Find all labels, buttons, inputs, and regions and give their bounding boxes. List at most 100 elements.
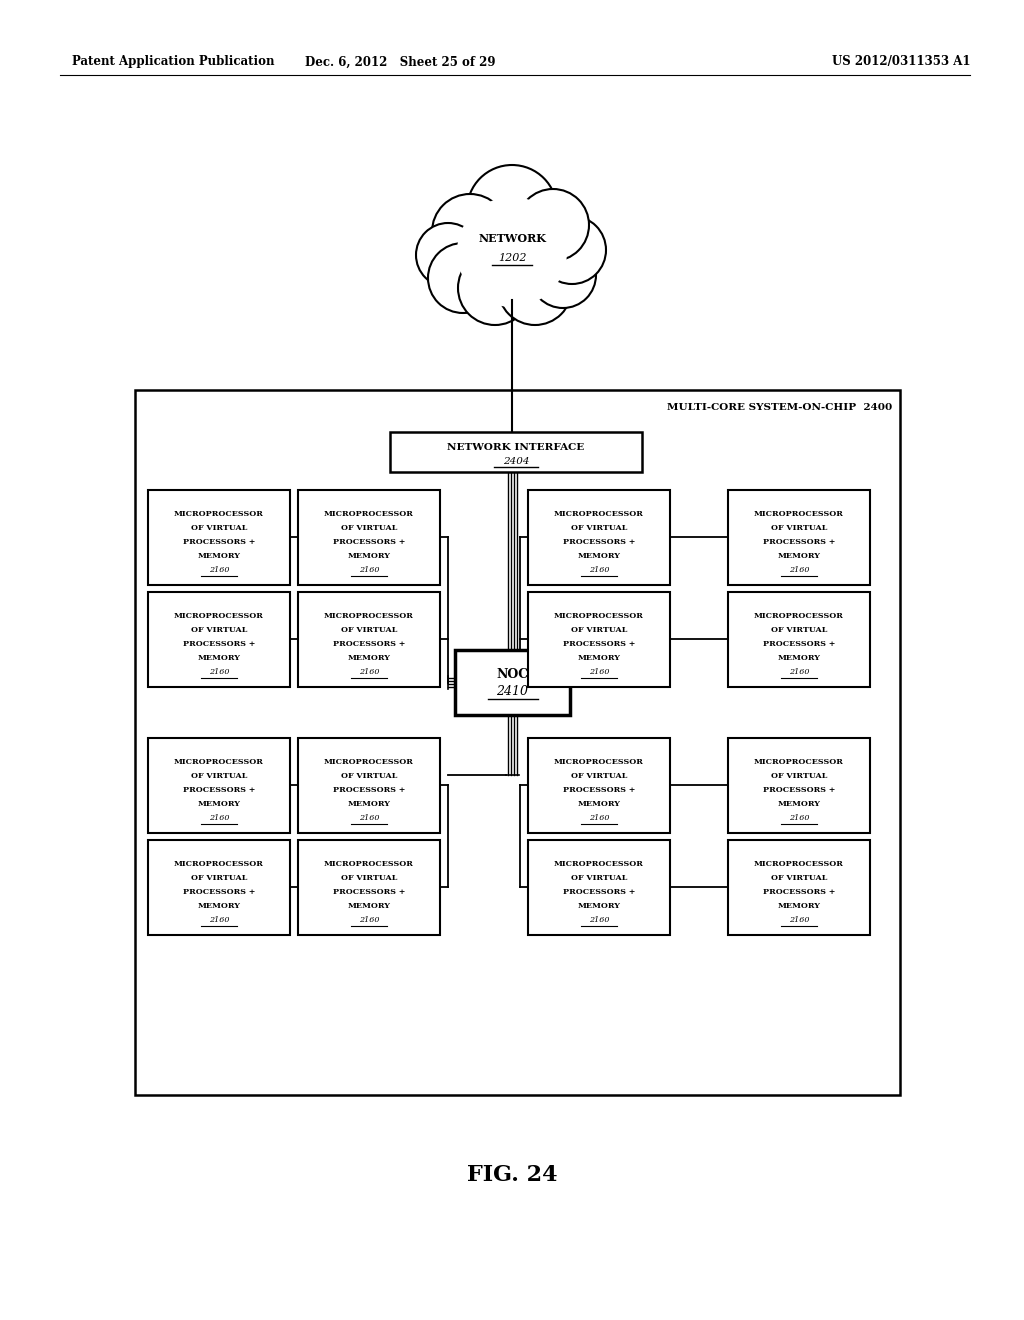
- Bar: [135, 389, 900, 1096]
- Circle shape: [530, 242, 596, 308]
- Text: MICROPROCESSOR: MICROPROCESSOR: [324, 511, 414, 519]
- Circle shape: [458, 251, 532, 325]
- Text: OF VIRTUAL: OF VIRTUAL: [341, 627, 397, 635]
- Bar: [148, 591, 290, 686]
- Text: PROCESSORS +: PROCESSORS +: [563, 539, 635, 546]
- Text: OF VIRTUAL: OF VIRTUAL: [190, 627, 247, 635]
- Text: MICROPROCESSOR: MICROPROCESSOR: [754, 759, 844, 767]
- Text: MEMORY: MEMORY: [777, 903, 820, 911]
- Bar: [298, 591, 440, 686]
- Bar: [528, 490, 670, 585]
- Bar: [528, 738, 670, 833]
- Text: MICROPROCESSOR: MICROPROCESSOR: [324, 759, 414, 767]
- Text: MEMORY: MEMORY: [777, 655, 820, 663]
- Text: OF VIRTUAL: OF VIRTUAL: [190, 524, 247, 532]
- Text: PROCESSORS +: PROCESSORS +: [763, 640, 836, 648]
- Text: MICROPROCESSOR: MICROPROCESSOR: [174, 612, 264, 620]
- Text: MICROPROCESSOR: MICROPROCESSOR: [554, 511, 644, 519]
- Bar: [728, 840, 870, 935]
- Bar: [455, 649, 570, 715]
- Text: MEMORY: MEMORY: [198, 655, 241, 663]
- Text: MEMORY: MEMORY: [578, 800, 621, 808]
- Text: PROCESSORS +: PROCESSORS +: [763, 539, 836, 546]
- Text: MICROPROCESSOR: MICROPROCESSOR: [754, 612, 844, 620]
- Text: MEMORY: MEMORY: [347, 800, 390, 808]
- Text: MICROPROCESSOR: MICROPROCESSOR: [174, 759, 264, 767]
- Bar: [528, 840, 670, 935]
- Bar: [390, 432, 642, 473]
- Text: 1202: 1202: [498, 253, 526, 263]
- Text: PROCESSORS +: PROCESSORS +: [763, 888, 836, 896]
- Text: OF VIRTUAL: OF VIRTUAL: [570, 524, 627, 532]
- Text: 2160: 2160: [788, 916, 809, 924]
- Bar: [298, 840, 440, 935]
- Text: PROCESSORS +: PROCESSORS +: [563, 888, 635, 896]
- Bar: [148, 840, 290, 935]
- Text: OF VIRTUAL: OF VIRTUAL: [341, 874, 397, 883]
- Text: MEMORY: MEMORY: [578, 553, 621, 561]
- Circle shape: [457, 197, 567, 308]
- Text: 2160: 2160: [358, 668, 379, 676]
- Circle shape: [432, 194, 508, 271]
- Text: 2160: 2160: [589, 565, 609, 573]
- Text: OF VIRTUAL: OF VIRTUAL: [771, 874, 827, 883]
- Text: Patent Application Publication: Patent Application Publication: [72, 55, 274, 69]
- Text: 2160: 2160: [209, 813, 229, 821]
- Circle shape: [517, 189, 589, 261]
- Bar: [728, 490, 870, 585]
- Text: Dec. 6, 2012   Sheet 25 of 29: Dec. 6, 2012 Sheet 25 of 29: [305, 55, 496, 69]
- Circle shape: [498, 251, 572, 325]
- Text: OF VIRTUAL: OF VIRTUAL: [771, 524, 827, 532]
- Text: PROCESSORS +: PROCESSORS +: [183, 640, 255, 648]
- Bar: [298, 738, 440, 833]
- Text: OF VIRTUAL: OF VIRTUAL: [771, 627, 827, 635]
- Circle shape: [428, 243, 498, 313]
- Text: 2160: 2160: [358, 565, 379, 573]
- Circle shape: [467, 165, 557, 255]
- Text: 2160: 2160: [788, 668, 809, 676]
- Text: MICROPROCESSOR: MICROPROCESSOR: [174, 511, 264, 519]
- Text: MEMORY: MEMORY: [198, 903, 241, 911]
- Text: 2160: 2160: [589, 813, 609, 821]
- Text: OF VIRTUAL: OF VIRTUAL: [570, 627, 627, 635]
- Text: PROCESSORS +: PROCESSORS +: [333, 787, 406, 795]
- Text: 2160: 2160: [209, 565, 229, 573]
- Text: OF VIRTUAL: OF VIRTUAL: [341, 524, 397, 532]
- Text: MEMORY: MEMORY: [198, 800, 241, 808]
- Bar: [298, 490, 440, 585]
- Text: MEMORY: MEMORY: [777, 800, 820, 808]
- Text: MICROPROCESSOR: MICROPROCESSOR: [324, 861, 414, 869]
- Text: OF VIRTUAL: OF VIRTUAL: [190, 772, 247, 780]
- Text: OF VIRTUAL: OF VIRTUAL: [771, 772, 827, 780]
- Text: 2160: 2160: [358, 916, 379, 924]
- Text: MICROPROCESSOR: MICROPROCESSOR: [754, 861, 844, 869]
- Text: NETWORK: NETWORK: [478, 232, 546, 243]
- Text: 2160: 2160: [209, 668, 229, 676]
- Text: MEMORY: MEMORY: [347, 553, 390, 561]
- Text: 2160: 2160: [589, 668, 609, 676]
- Text: PROCESSORS +: PROCESSORS +: [563, 787, 635, 795]
- Text: OF VIRTUAL: OF VIRTUAL: [570, 772, 627, 780]
- Text: PROCESSORS +: PROCESSORS +: [563, 640, 635, 648]
- Text: 2404: 2404: [503, 457, 529, 466]
- Text: NOC: NOC: [497, 668, 528, 681]
- Text: MEMORY: MEMORY: [578, 655, 621, 663]
- Bar: [728, 591, 870, 686]
- Text: PROCESSORS +: PROCESSORS +: [183, 888, 255, 896]
- Bar: [728, 738, 870, 833]
- Text: 2160: 2160: [358, 813, 379, 821]
- Text: PROCESSORS +: PROCESSORS +: [333, 539, 406, 546]
- Text: OF VIRTUAL: OF VIRTUAL: [341, 772, 397, 780]
- Bar: [148, 738, 290, 833]
- Text: 2160: 2160: [589, 916, 609, 924]
- Text: 2160: 2160: [788, 813, 809, 821]
- Circle shape: [416, 223, 480, 286]
- Bar: [148, 490, 290, 585]
- Text: MEMORY: MEMORY: [347, 655, 390, 663]
- Text: MEMORY: MEMORY: [578, 903, 621, 911]
- Text: PROCESSORS +: PROCESSORS +: [183, 539, 255, 546]
- Text: PROCESSORS +: PROCESSORS +: [333, 888, 406, 896]
- Text: MEMORY: MEMORY: [347, 903, 390, 911]
- Bar: [528, 591, 670, 686]
- Text: MICROPROCESSOR: MICROPROCESSOR: [554, 861, 644, 869]
